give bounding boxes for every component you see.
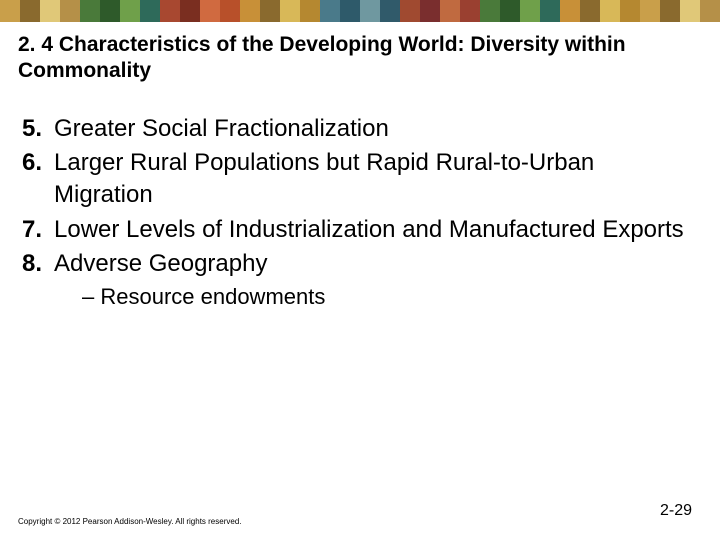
- page-number: 2-29: [660, 502, 692, 520]
- content-area: 5.Greater Social Fractionalization6.Larg…: [0, 85, 720, 311]
- item-number: 6.: [22, 147, 54, 212]
- list-item: 8.Adverse Geography: [22, 248, 698, 280]
- item-text: Lower Levels of Industrialization and Ma…: [54, 214, 698, 246]
- slide-title: 2. 4 Characteristics of the Developing W…: [0, 22, 720, 85]
- sub-item: – Resource endowments: [22, 284, 698, 310]
- list-item: 7.Lower Levels of Industrialization and …: [22, 214, 698, 246]
- item-text: Adverse Geography: [54, 248, 698, 280]
- item-number: 7.: [22, 214, 54, 246]
- item-text: Greater Social Fractionalization: [54, 113, 698, 145]
- decorative-top-border: [0, 0, 720, 22]
- list-item: 6.Larger Rural Populations but Rapid Rur…: [22, 147, 698, 212]
- item-number: 5.: [22, 113, 54, 145]
- copyright-text: Copyright © 2012 Pearson Addison-Wesley.…: [18, 517, 242, 526]
- item-number: 8.: [22, 248, 54, 280]
- item-text: Larger Rural Populations but Rapid Rural…: [54, 147, 698, 212]
- list-item: 5.Greater Social Fractionalization: [22, 113, 698, 145]
